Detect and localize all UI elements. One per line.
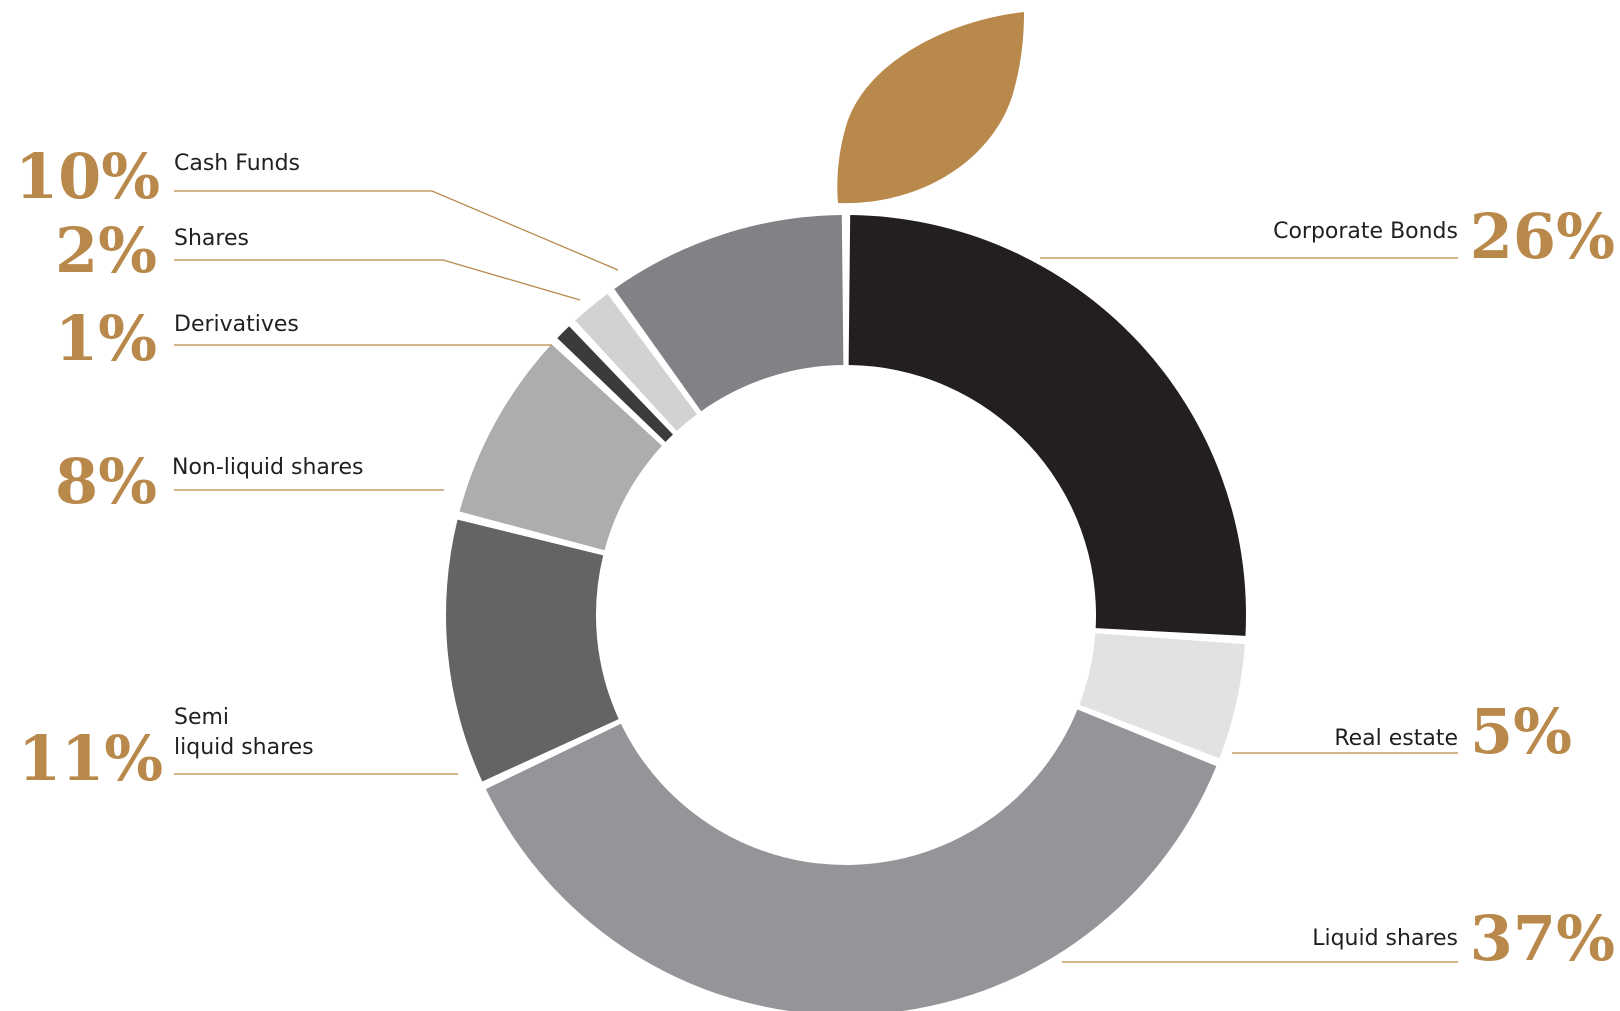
value-label-derivatives: 1% xyxy=(55,302,157,375)
slice-non-liquid-shares xyxy=(459,344,662,551)
value-label-non-liquid-shares: 8% xyxy=(55,445,157,518)
value-label-semi-liquid-shares: 11% xyxy=(18,722,163,795)
labels-group: 26% Corporate Bonds 5% Real estate 37% Liquid… xyxy=(15,140,1615,975)
category-label-non-liquid-shares: Non-liquid shares xyxy=(172,455,363,480)
slice-corporate-bonds xyxy=(848,215,1246,636)
slice-real-estate xyxy=(1079,633,1245,759)
slice-derivatives xyxy=(557,326,673,442)
category-label-corporate-bonds: Corporate Bonds xyxy=(1273,219,1458,244)
value-label-cash-funds: 10% xyxy=(15,140,160,213)
slice-cash-funds xyxy=(614,215,844,412)
value-label-liquid-shares: 37% xyxy=(1470,902,1615,975)
value-label-shares: 2% xyxy=(55,214,157,287)
category-label-real-estate: Real estate xyxy=(1334,726,1458,751)
leader-lines xyxy=(174,190,1458,963)
category-label-semi-liquid-shares-line-2: liquid shares xyxy=(174,735,314,760)
value-label-real-estate: 5% xyxy=(1470,695,1572,768)
category-label-derivatives: Derivatives xyxy=(174,312,299,337)
slice-shares xyxy=(575,293,697,431)
category-label-liquid-shares: Liquid shares xyxy=(1312,926,1458,951)
category-label-semi-liquid-shares-line-1: Semi xyxy=(174,705,229,730)
leader-line-shares xyxy=(174,259,581,301)
category-label-cash-funds: Cash Funds xyxy=(174,151,300,176)
slice-liquid-shares xyxy=(485,709,1217,1011)
leaf-icon xyxy=(837,12,1024,204)
slice-semi-liquid-shares xyxy=(446,519,619,782)
category-label-shares: Shares xyxy=(174,226,249,251)
leader-line-cash-funds xyxy=(174,190,619,271)
slices-group xyxy=(446,215,1246,1011)
value-label-corporate-bonds: 26% xyxy=(1470,200,1615,273)
